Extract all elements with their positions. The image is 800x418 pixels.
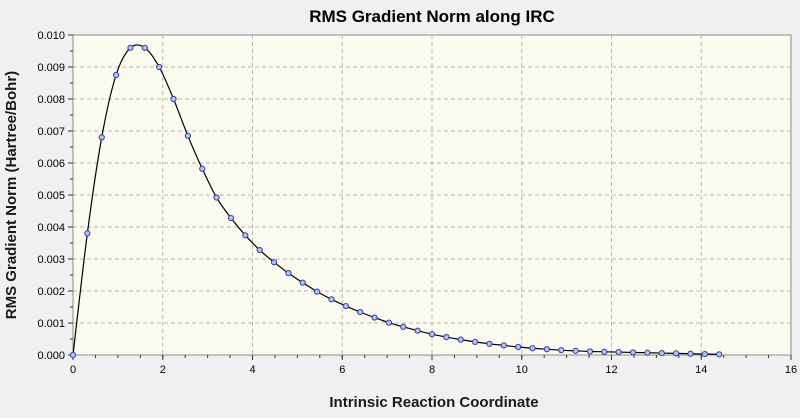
data-point [471, 338, 479, 345]
data-point [184, 132, 191, 139]
y-tick-label: 0.000 [37, 350, 65, 362]
data-point [342, 302, 349, 310]
data-point [227, 214, 235, 222]
data-point [658, 349, 665, 357]
chart-title: RMS Gradient Norm along IRC [309, 7, 555, 26]
data-point [170, 95, 177, 103]
data-point [572, 347, 579, 354]
data-point [457, 336, 464, 343]
y-tick-label: 0.003 [37, 254, 65, 266]
data-point [601, 348, 608, 355]
data-point [328, 296, 335, 303]
x-tick-label: 2 [160, 364, 166, 376]
y-tick-label: 0.009 [37, 62, 65, 74]
y-tick-label: 0.005 [37, 190, 65, 202]
x-tick-label: 0 [70, 364, 76, 376]
data-point [127, 44, 134, 51]
x-tick-label: 16 [785, 364, 797, 376]
data-point [400, 323, 407, 330]
y-tick-label: 0.001 [37, 318, 65, 330]
data-point [112, 71, 120, 79]
data-point [299, 279, 306, 286]
x-tick-label: 6 [339, 364, 345, 376]
data-point [414, 327, 421, 334]
axis-ticks: 0.000 0.001 0.002 0.003 0.004 0.005 0.006 0.007… [37, 30, 797, 376]
data-point [385, 319, 393, 326]
x-tick-label: 14 [695, 364, 707, 376]
data-point [558, 347, 565, 354]
data-point [687, 350, 694, 357]
x-tick-label: 8 [429, 364, 435, 376]
data-point [529, 345, 536, 352]
data-point [615, 349, 622, 356]
data-series [69, 44, 723, 359]
data-point [586, 348, 594, 355]
data-point [84, 230, 91, 237]
data-point [213, 194, 220, 201]
data-point [500, 342, 507, 349]
data-point [673, 350, 680, 357]
data-point [199, 165, 206, 172]
y-tick-label: 0.007 [37, 126, 65, 138]
data-point [371, 314, 378, 321]
data-point [98, 134, 105, 141]
data-point [515, 343, 522, 351]
y-tick-label: 0.010 [37, 30, 65, 42]
x-tick-label: 12 [605, 364, 617, 376]
data-point [644, 349, 651, 356]
data-point [256, 246, 263, 254]
x-axis-label: Intrinsic Reaction Coordinate [329, 394, 538, 411]
x-tick-label: 10 [516, 364, 528, 376]
data-point [270, 259, 278, 266]
data-point [486, 340, 493, 347]
data-point [629, 349, 637, 356]
y-tick-label: 0.002 [37, 286, 65, 298]
y-tick-label: 0.006 [37, 158, 65, 170]
data-point [357, 309, 364, 316]
y-tick-label: 0.008 [37, 94, 65, 106]
data-point [443, 333, 450, 341]
data-point [285, 269, 292, 277]
grid-lines [73, 35, 791, 355]
data-point [716, 351, 723, 358]
x-tick-label: 4 [249, 364, 255, 376]
data-point [543, 346, 550, 353]
y-axis-label: RMS Gradient Norm (Hartree/Bohr) [3, 71, 20, 319]
data-point [314, 288, 321, 295]
data-point [242, 232, 249, 239]
data-point [701, 350, 708, 358]
data-point [69, 351, 77, 359]
data-point [156, 63, 163, 71]
y-tick-label: 0.004 [37, 222, 65, 234]
data-point [141, 44, 148, 51]
data-point [428, 331, 436, 338]
